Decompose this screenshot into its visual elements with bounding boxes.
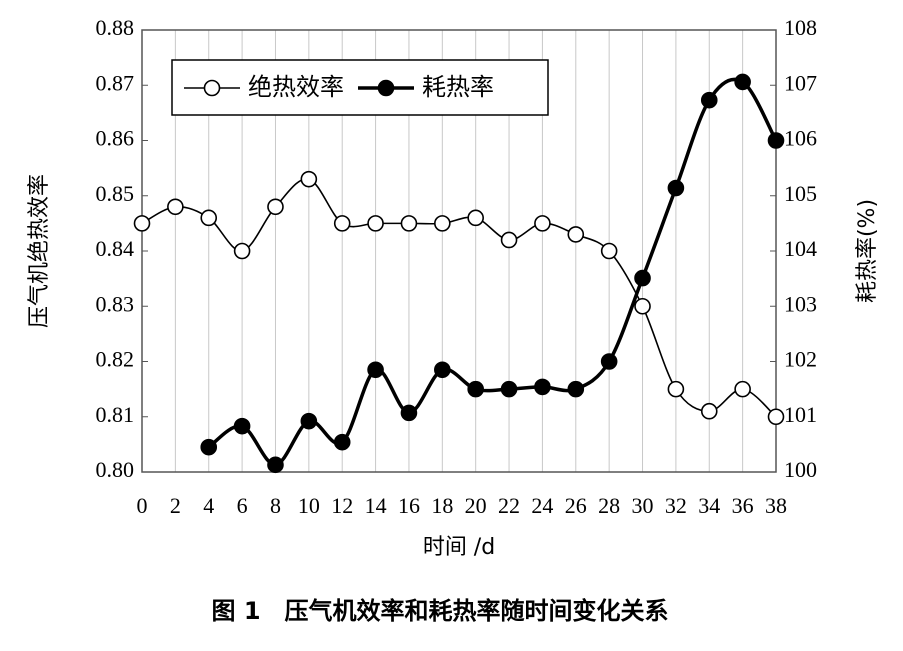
data-point xyxy=(167,198,184,216)
data-point xyxy=(534,215,551,232)
x-tick-label: 14 xyxy=(365,493,387,518)
data-point xyxy=(567,226,585,243)
data-point xyxy=(200,209,218,227)
data-point xyxy=(467,209,484,227)
data-point xyxy=(133,215,151,232)
data-point xyxy=(700,91,718,109)
series-line xyxy=(141,178,777,418)
data-point xyxy=(233,242,251,260)
data-point xyxy=(767,132,785,149)
x-axis-label: 时间 /d xyxy=(423,535,495,560)
x-tick-label: 2 xyxy=(170,493,181,518)
data-point xyxy=(567,380,585,398)
x-tick-label: 32 xyxy=(665,493,687,518)
x-tick-label: 30 xyxy=(632,493,654,518)
data-point xyxy=(534,378,551,396)
data-point xyxy=(200,438,218,456)
data-point xyxy=(267,198,284,216)
x-tick-label: 36 xyxy=(732,493,754,518)
x-tick-label: 20 xyxy=(465,493,487,518)
data-point xyxy=(367,215,384,232)
y2-axis-label: 耗热率(%) xyxy=(855,199,880,303)
data-point xyxy=(700,402,718,420)
x-tick-label: 6 xyxy=(237,493,248,518)
x-tick-label: 8 xyxy=(270,493,281,518)
data-point xyxy=(400,404,418,422)
data-point xyxy=(367,361,384,379)
y2-tick-label: 105 xyxy=(784,181,817,206)
data-point xyxy=(667,179,685,197)
data-point xyxy=(400,215,418,232)
y-axis-label: 压气机绝热效率 xyxy=(27,174,52,328)
x-tick-label: 12 xyxy=(331,493,353,518)
data-point xyxy=(734,380,751,398)
data-point xyxy=(734,73,751,91)
y2-tick-label: 107 xyxy=(784,70,817,95)
data-point xyxy=(300,170,318,188)
data-point xyxy=(634,269,651,287)
series-line xyxy=(207,77,778,467)
legend-marker xyxy=(377,79,395,97)
y2-tick-label: 102 xyxy=(784,347,817,372)
data-point xyxy=(767,408,785,426)
x-tick-label: 34 xyxy=(698,493,720,518)
x-tick-label: 26 xyxy=(565,493,587,518)
x-tick-label: 38 xyxy=(765,493,787,518)
x-tick-label: 24 xyxy=(531,493,553,518)
data-point xyxy=(434,361,451,379)
data-point xyxy=(500,231,518,249)
data-point xyxy=(600,242,618,260)
y2-tick-label: 103 xyxy=(784,291,817,316)
data-point xyxy=(500,380,518,398)
y2-tick-label: 101 xyxy=(784,402,817,427)
data-point xyxy=(434,215,451,232)
data-point xyxy=(267,456,284,474)
x-tick-label: 10 xyxy=(298,493,320,518)
y2-tick-label: 104 xyxy=(784,236,817,261)
y-tick-label: 0.81 xyxy=(96,402,135,427)
y-tick-label: 0.80 xyxy=(96,457,135,482)
x-tick-label: 28 xyxy=(598,493,620,518)
data-point xyxy=(667,380,685,398)
x-tick-label: 18 xyxy=(431,493,453,518)
data-point xyxy=(467,380,484,398)
y-tick-label: 0.82 xyxy=(96,347,135,372)
y-tick-label: 0.83 xyxy=(96,291,135,316)
y2-tick-label: 108 xyxy=(784,15,817,40)
caption: 图 1 压气机效率和耗热率随时间变化关系 xyxy=(211,597,668,625)
x-tick-label: 16 xyxy=(398,493,420,518)
legend-marker xyxy=(203,79,221,97)
legend-label: 耗热率 xyxy=(422,73,494,101)
legend: 绝热效率 耗热率 xyxy=(171,59,549,116)
y2-tick-label: 100 xyxy=(784,457,817,482)
x-tick-label: 22 xyxy=(498,493,520,518)
x-tick-label: 0 xyxy=(137,493,148,518)
y-tick-label: 0.87 xyxy=(96,70,135,95)
data-point xyxy=(333,215,351,232)
y-tick-label: 0.86 xyxy=(96,126,135,151)
x-tick-label: 4 xyxy=(203,493,214,518)
data-point xyxy=(300,412,318,430)
data-point xyxy=(233,417,251,435)
y-tick-label: 0.88 xyxy=(96,15,135,40)
y-tick-label: 0.84 xyxy=(96,236,135,261)
data-point xyxy=(600,353,618,370)
legend-label: 绝热效率 xyxy=(248,73,344,101)
data-point xyxy=(333,433,351,451)
data-point xyxy=(634,297,651,315)
y2-tick-label: 106 xyxy=(784,126,817,151)
y-tick-label: 0.85 xyxy=(96,181,135,206)
